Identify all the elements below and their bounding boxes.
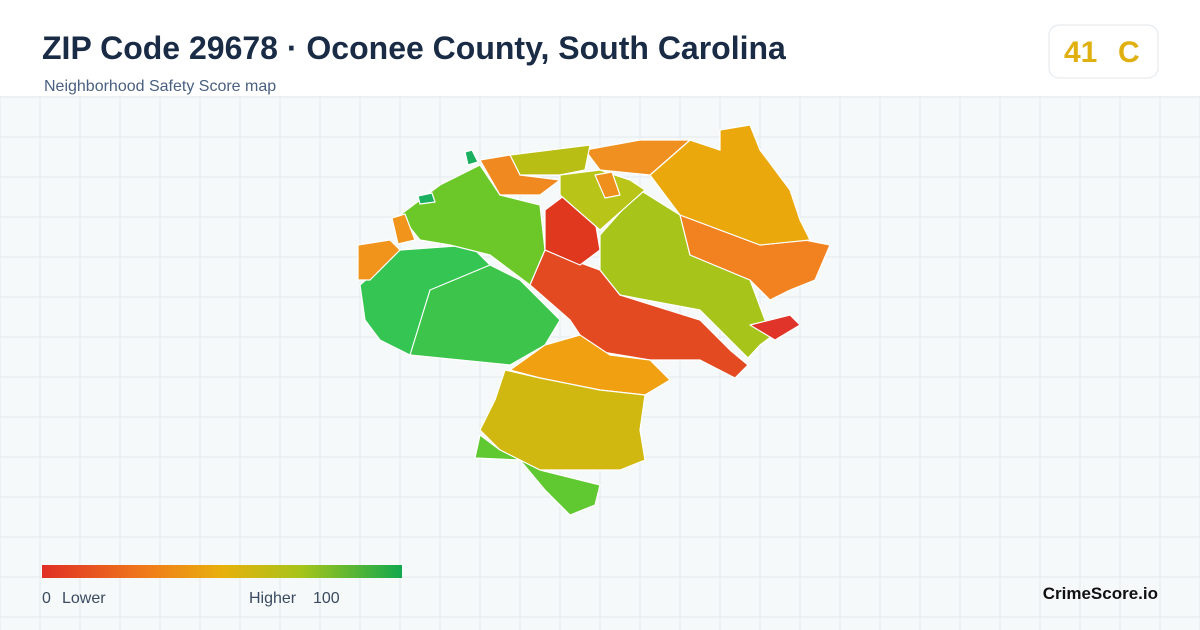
map-region [594, 171, 621, 199]
legend-min: 0 [42, 590, 51, 607]
brand: CrimeScore.io [1043, 584, 1158, 603]
map-region [464, 149, 479, 166]
score-value: 41 [1064, 36, 1097, 69]
map-region [391, 213, 416, 245]
zip-map [357, 124, 831, 516]
score-badge [1048, 24, 1159, 79]
map-region [474, 434, 601, 516]
legend-min-label: Lower [62, 590, 106, 607]
map-region [584, 139, 691, 176]
grid [0, 96, 1200, 630]
map-region [357, 239, 401, 281]
title: ZIP Code 29678 · Oconee County, South Ca… [42, 30, 786, 66]
map-region [559, 169, 646, 231]
subtitle: Neighborhood Safety Score map [44, 78, 276, 95]
map-region [649, 124, 811, 246]
score-grade: C [1118, 36, 1140, 69]
map-region [479, 369, 646, 471]
map-region [749, 314, 801, 341]
legend-scale [42, 565, 402, 578]
legend-max: 100 [313, 590, 340, 607]
header-band [0, 0, 1200, 96]
legend-max-label: Higher [249, 590, 297, 607]
map-region [417, 192, 436, 205]
